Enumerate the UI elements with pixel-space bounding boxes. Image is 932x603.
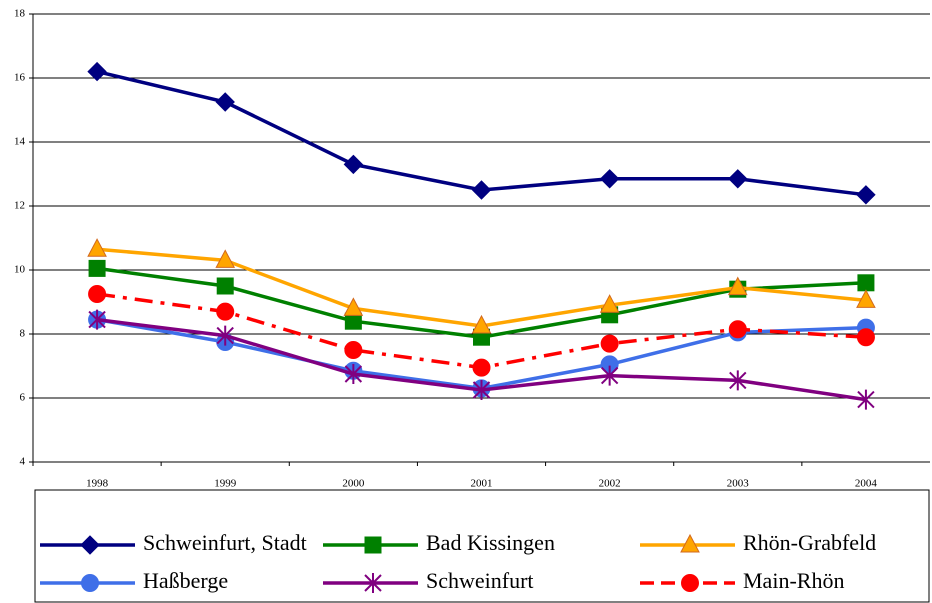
marker	[856, 289, 876, 308]
x-tick-label: 1999	[214, 478, 237, 490]
marker	[343, 154, 364, 175]
legend-label: Main-Rhön	[743, 568, 844, 593]
marker	[216, 325, 234, 346]
x-tick-label: 2003	[727, 478, 750, 490]
marker	[88, 309, 106, 330]
marker	[599, 169, 620, 189]
x-tick-label: 1998	[86, 478, 109, 490]
y-tick-label: 10	[14, 264, 26, 276]
x-tick-label: 2002	[599, 478, 621, 490]
marker	[215, 249, 236, 268]
marker	[216, 277, 234, 295]
marker	[727, 276, 748, 296]
x-tick-label: 2001	[471, 478, 493, 490]
marker	[472, 358, 491, 377]
marker	[599, 294, 620, 313]
marker	[857, 274, 875, 292]
y-tick-label: 18	[14, 8, 26, 20]
legend-label: Schweinfurt, Stadt	[143, 530, 307, 555]
marker	[216, 302, 235, 321]
marker	[856, 185, 876, 205]
marker	[88, 285, 107, 303]
legend-marker	[681, 574, 699, 592]
marker	[600, 365, 619, 386]
legend-label: Schweinfurt	[426, 568, 534, 593]
legend-marker	[80, 535, 100, 555]
marker	[728, 169, 748, 189]
y-tick-label: 8	[20, 328, 26, 340]
series-line	[96, 69, 867, 197]
y-tick-label: 14	[14, 136, 26, 148]
marker	[87, 238, 107, 257]
marker	[215, 92, 235, 112]
marker	[344, 341, 363, 359]
x-tick-label: 2000	[342, 478, 365, 490]
legend-label: Haßberge	[143, 568, 228, 593]
legend-box	[34, 489, 930, 603]
y-tick-label: 12	[14, 200, 25, 212]
marker	[728, 320, 747, 339]
marker	[471, 314, 492, 334]
marker	[343, 297, 364, 316]
marker	[600, 334, 619, 353]
marker	[471, 180, 492, 200]
y-tick-label: 16	[14, 72, 26, 84]
marker	[856, 328, 875, 347]
x-tick-label: 2004	[855, 478, 878, 490]
legend-marker	[364, 536, 382, 554]
marker	[88, 259, 106, 277]
legend-label: Rhön-Grabfeld	[743, 530, 876, 555]
legend-label: Bad Kissingen	[426, 530, 555, 555]
series-line	[96, 247, 867, 328]
marker	[857, 389, 875, 410]
legend-marker	[364, 573, 382, 593]
marker	[729, 370, 747, 391]
marker	[344, 364, 363, 384]
legend-marker	[680, 533, 700, 553]
y-tick-label: 6	[20, 392, 26, 404]
marker	[472, 380, 491, 400]
legend-marker	[81, 574, 99, 592]
marker	[87, 61, 107, 82]
y-tick-label: 4	[20, 456, 26, 468]
